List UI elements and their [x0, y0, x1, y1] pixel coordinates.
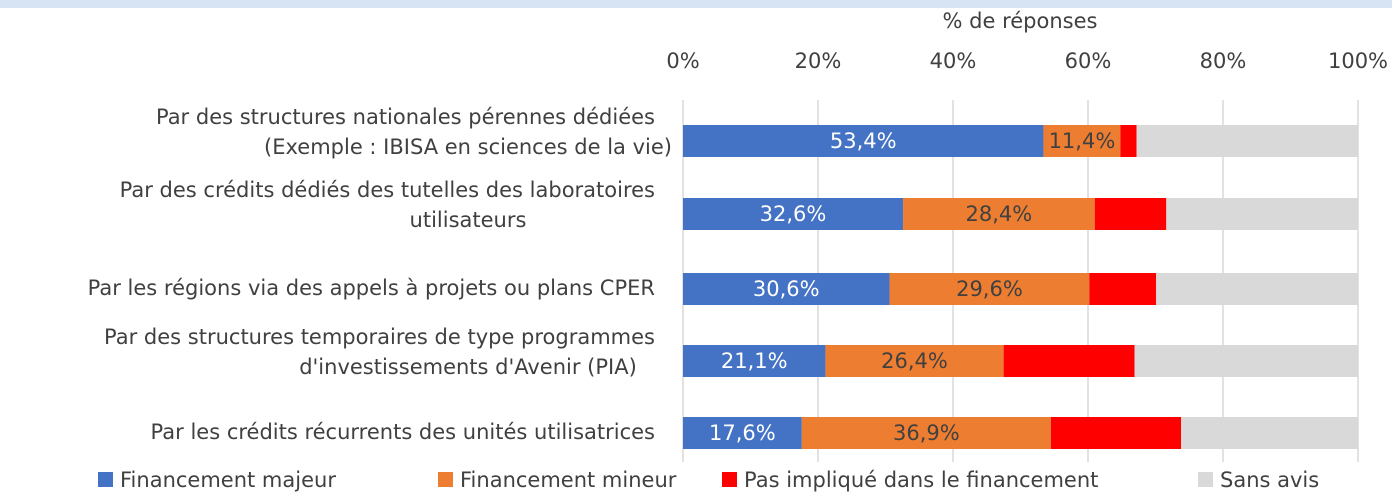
value-label: 29,6%	[956, 277, 1023, 301]
legend-swatch	[438, 472, 453, 487]
header-band	[0, 0, 1392, 8]
x-tick-label: 20%	[795, 49, 842, 73]
legend-label: Pas impliqué dans le financement	[744, 468, 1098, 492]
axis-title: % de réponses	[943, 9, 1098, 33]
x-tick-label: 40%	[930, 49, 977, 73]
value-label: 36,9%	[893, 421, 960, 445]
category-label: Par des crédits dédiés des tutelles des …	[120, 178, 655, 232]
legend-swatch	[722, 472, 737, 487]
bar-segment	[683, 198, 904, 230]
category-label: Par des structures nationales pérennes d…	[156, 105, 672, 159]
bar-segment	[1089, 273, 1157, 305]
bar-segment	[1134, 345, 1358, 377]
x-tick-label: 60%	[1065, 49, 1112, 73]
bar-segment	[1050, 417, 1182, 449]
x-tick-label: 0%	[666, 49, 699, 73]
bar-segment	[1166, 198, 1358, 230]
category-label: Par des structures temporaires de type p…	[104, 325, 655, 379]
value-label: 11,4%	[1049, 129, 1116, 153]
category-label: Par les régions via des appels à projets…	[88, 276, 655, 300]
x-tick-label: 80%	[1200, 49, 1247, 73]
bar-segment	[1181, 417, 1358, 449]
x-tick-label: 100%	[1328, 49, 1388, 73]
bar-segment	[683, 273, 890, 305]
legend-label: Financement majeur	[120, 468, 336, 492]
legend-label: Sans avis	[1220, 468, 1319, 492]
bar-segment	[801, 417, 1051, 449]
value-label: 53,4%	[830, 129, 897, 153]
bar-segment	[889, 273, 1090, 305]
bar-segment	[1120, 125, 1137, 157]
value-label: 32,6%	[760, 202, 827, 226]
legend-swatch	[98, 472, 113, 487]
bar-segment	[683, 125, 1044, 157]
value-label: 21,1%	[721, 349, 788, 373]
bar-segment	[1156, 273, 1358, 305]
bar-segment	[683, 417, 802, 449]
bar-segment	[825, 345, 1004, 377]
bar-segment	[1136, 125, 1358, 157]
bar-segment	[683, 345, 826, 377]
value-label: 28,4%	[966, 202, 1033, 226]
bar-segment	[1043, 125, 1121, 157]
bar-segment	[1003, 345, 1135, 377]
value-label: 17,6%	[709, 421, 776, 445]
value-label: 30,6%	[753, 277, 820, 301]
bar-segment	[1094, 198, 1167, 230]
value-label: 26,4%	[881, 349, 948, 373]
bar-segment	[903, 198, 1095, 230]
category-label: Par les crédits récurrents des unités ut…	[151, 420, 655, 444]
legend-swatch	[1198, 472, 1213, 487]
legend-label: Financement mineur	[460, 468, 677, 492]
